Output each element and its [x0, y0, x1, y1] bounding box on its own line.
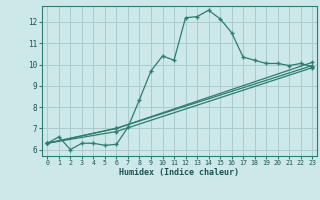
X-axis label: Humidex (Indice chaleur): Humidex (Indice chaleur) [119, 168, 239, 177]
